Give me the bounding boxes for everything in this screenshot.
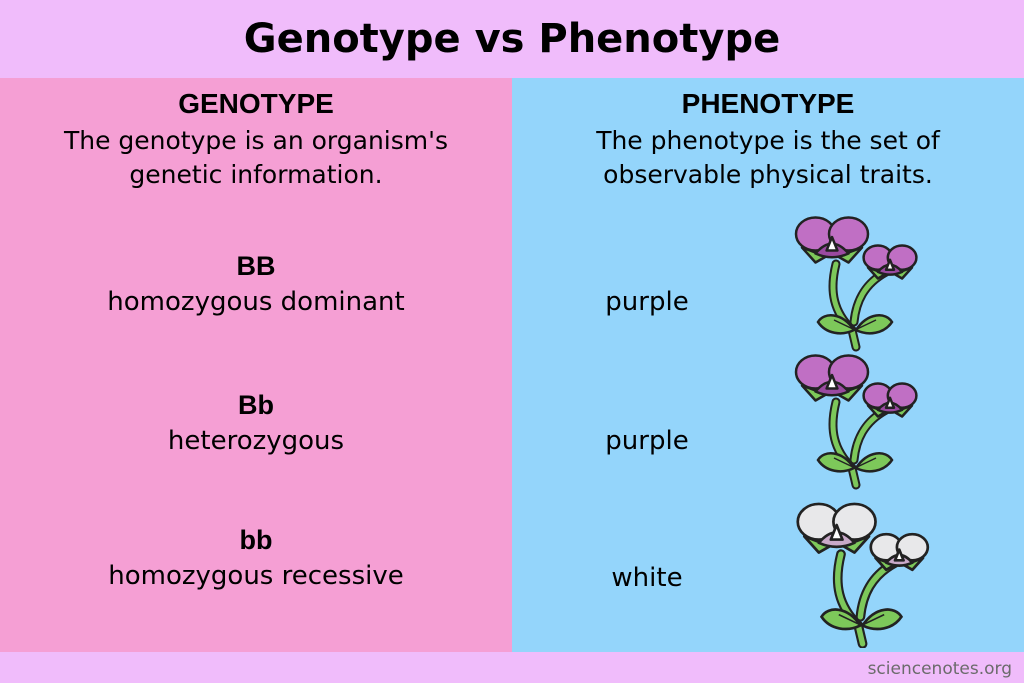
phenotype-description: The phenotype is the set of observable p… <box>596 126 940 189</box>
genotype-code: bb <box>239 525 273 555</box>
purple-flower-icon <box>794 354 918 490</box>
genotype-type: homozygous recessive <box>108 561 404 591</box>
genotype-description: The genotype is an organism's genetic in… <box>63 126 449 189</box>
source-credit: sciencenotes.org <box>867 659 1012 679</box>
genotype-code: Bb <box>238 390 274 420</box>
genotype-row: BB homozygous dominant <box>0 248 512 320</box>
genotype-row: Bb heterozygous <box>0 387 512 459</box>
purple-flower-icon <box>794 216 918 352</box>
phenotype-heading: PHENOTYPE <box>681 88 855 119</box>
phenotype-value: purple <box>605 426 689 456</box>
phenotype-value: white <box>611 563 683 593</box>
white-flower-icon <box>796 502 930 648</box>
page-title: Genotype vs Phenotype <box>243 16 781 62</box>
phenotype-value: purple <box>605 287 689 317</box>
genotype-code: BB <box>236 251 276 281</box>
genotype-panel: GENOTYPE The genotype is an organism's g… <box>0 78 512 652</box>
genotype-row: bb homozygous recessive <box>0 522 512 594</box>
genotype-type: heterozygous <box>167 426 345 456</box>
phenotype-panel: PHENOTYPE The phenotype is the set of ob… <box>512 78 1024 652</box>
genotype-heading: GENOTYPE <box>178 88 334 119</box>
genotype-type: homozygous dominant <box>107 287 405 317</box>
